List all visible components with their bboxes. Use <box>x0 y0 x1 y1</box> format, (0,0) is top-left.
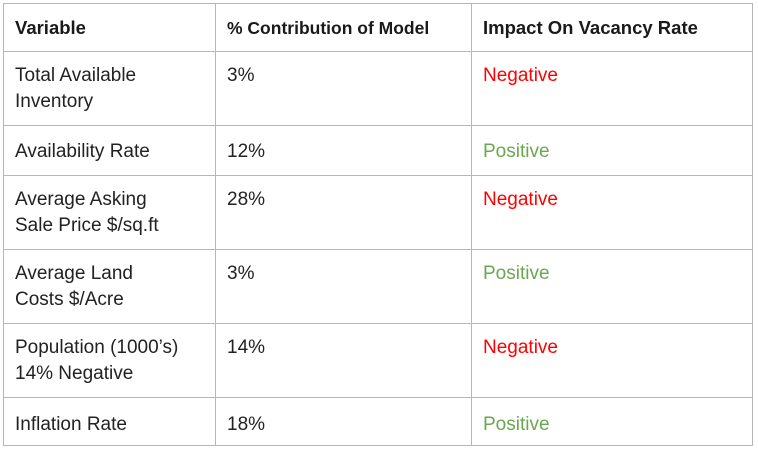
variable-line: Average Land <box>15 263 133 284</box>
variable-cell: Average Asking Sale Price $/sq.ft <box>3 175 216 250</box>
contribution-cell: 12% <box>215 125 472 176</box>
contribution-cell: 3% <box>215 249 472 324</box>
variable-line: Inflation Rate <box>15 414 127 435</box>
variable-line: Costs $/Acre <box>15 289 124 310</box>
variable-cell: Availability Rate <box>3 125 216 176</box>
variable-line: Population (1000’s) <box>15 337 179 358</box>
impact-cell: Negative <box>471 175 753 250</box>
impact-cell: Negative <box>471 323 753 398</box>
table-row: Average Asking Sale Price $/sq.ft 28% Neg… <box>3 175 753 250</box>
variable-line: Sale Price $/sq.ft <box>15 215 159 236</box>
contribution-cell: 28% <box>215 175 472 250</box>
table-row: Total Available Inventory 3% Negative <box>3 51 753 126</box>
impact-cell: Negative <box>471 51 753 126</box>
table-row: Population (1000’s) 14% Negative 14% Nega… <box>3 323 753 398</box>
variable-line: Total Available <box>15 65 137 86</box>
variable-cell: Average Land Costs $/Acre <box>3 249 216 324</box>
table-row: Availability Rate 12% Positive <box>3 125 753 176</box>
variable-cell: Inflation Rate <box>3 397 216 446</box>
impact-cell: Positive <box>471 125 753 176</box>
header-contribution: % Contribution of Model <box>215 3 472 52</box>
variable-cell: Population (1000’s) 14% Negative <box>3 323 216 398</box>
table-row: Inflation Rate 18% Positive <box>3 397 753 446</box>
contribution-cell: 14% <box>215 323 472 398</box>
variable-line: Inventory <box>15 91 94 112</box>
impact-cell: Positive <box>471 249 753 324</box>
contribution-cell: 3% <box>215 51 472 126</box>
variable-line: Availability Rate <box>15 141 150 162</box>
header-row: Variable % Contribution of Model Impact … <box>3 3 753 52</box>
variable-line: Average Asking <box>15 189 147 210</box>
variable-line: 14% Negative <box>15 363 134 384</box>
header-variable: Variable <box>3 3 216 52</box>
variable-cell: Total Available Inventory <box>3 51 216 126</box>
impact-cell: Positive <box>471 397 753 446</box>
contribution-cell: 18% <box>215 397 472 446</box>
data-table: Variable % Contribution of Model Impact … <box>3 3 753 446</box>
table-row: Average Land Costs $/Acre 3% Positive <box>3 249 753 324</box>
header-impact: Impact On Vacancy Rate <box>471 3 753 52</box>
